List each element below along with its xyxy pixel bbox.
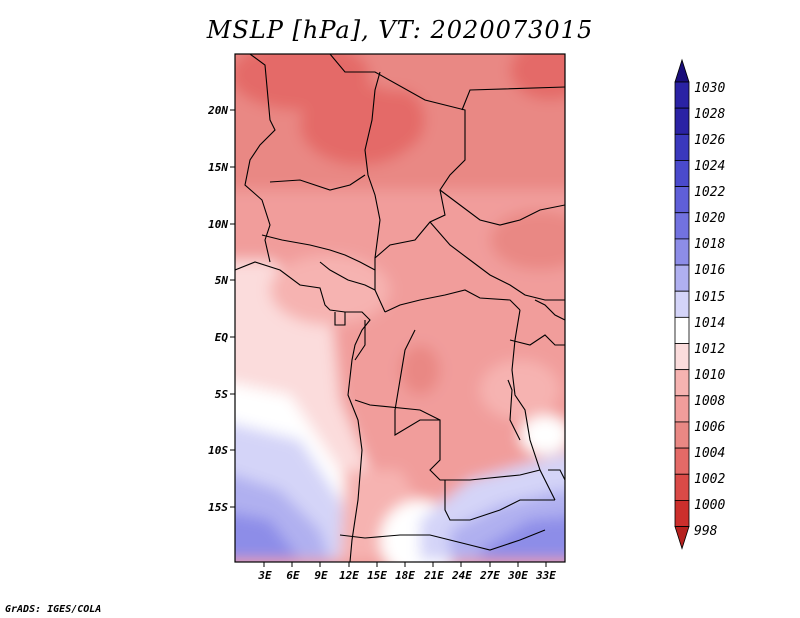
colorbar-segment <box>674 264 690 292</box>
colorbar-segment <box>674 81 690 109</box>
lon-label: 30E <box>507 569 528 582</box>
colorbar-segment <box>674 473 690 501</box>
colorbar-label: 1024 <box>694 159 725 174</box>
colorbar-segment <box>674 160 690 187</box>
footer-credit: GrADS: IGES/COLA <box>5 604 102 615</box>
lon-label: 12E <box>339 569 359 582</box>
lat-label: 10N <box>208 218 228 231</box>
lat-label: 5N <box>215 274 229 287</box>
colorbar <box>674 58 690 550</box>
country-borders <box>235 54 565 562</box>
colorbar-label: 998 <box>694 524 718 539</box>
colorbar-label: 1022 <box>694 185 725 200</box>
colorbar-label: 1028 <box>694 107 725 122</box>
colorbar-label: 1015 <box>694 290 725 305</box>
colorbar-segment <box>674 395 690 423</box>
colorbar-labels: 1030 1028 1026 1024 1022 1020 1018 1016 … <box>694 81 725 539</box>
colorbar-top-arrow <box>674 58 690 83</box>
lat-label: 15S <box>208 501 228 514</box>
lat-label: 20N <box>207 104 228 117</box>
colorbar-segment <box>674 133 690 161</box>
colorbar-segment <box>674 238 690 266</box>
pressure-field <box>235 54 565 562</box>
lon-label: 15E <box>367 569 387 582</box>
colorbar-segment <box>674 421 690 449</box>
colorbar-segment <box>674 316 690 344</box>
lon-label: 24E <box>451 569 472 582</box>
colorbar-segment <box>674 447 690 475</box>
colorbar-label: 1016 <box>694 263 725 278</box>
colorbar-segment <box>674 499 690 527</box>
lat-label: EQ <box>215 331 229 344</box>
colorbar-label: 1004 <box>694 446 725 461</box>
colorbar-label: 1020 <box>694 211 725 226</box>
colorbar-segment <box>674 343 690 371</box>
map-frame <box>234 53 566 563</box>
lon-label: 21E <box>423 569 444 582</box>
lon-label: 27E <box>479 569 500 582</box>
colorbar-label: 1002 <box>694 472 725 487</box>
colorbar-segment <box>674 186 690 214</box>
colorbar-label: 1006 <box>694 420 725 435</box>
colorbar-segment <box>674 290 690 318</box>
colorbar-label: 1008 <box>694 394 725 409</box>
lon-label: 3E <box>257 569 272 582</box>
colorbar-segment <box>674 369 690 397</box>
colorbar-label: 1018 <box>694 237 725 252</box>
colorbar-label: 1010 <box>694 368 725 383</box>
longitude-axis <box>263 562 547 567</box>
colorbar-label: 1014 <box>694 316 725 331</box>
lon-label: 33E <box>535 569 556 582</box>
colorbar-bottom-arrow <box>674 526 690 550</box>
colorbar-label: 1030 <box>694 81 725 96</box>
lon-label: 9E <box>314 569 328 582</box>
lat-label: 10S <box>208 444 228 457</box>
colorbar-label: 1012 <box>694 342 725 357</box>
lat-label: 15N <box>208 161 228 174</box>
lon-label: 18E <box>395 569 415 582</box>
colorbar-segment <box>674 212 690 240</box>
colorbar-label: 1000 <box>694 498 725 513</box>
latitude-axis <box>230 109 235 508</box>
colorbar-label: 1026 <box>694 133 725 148</box>
colorbar-segment <box>674 107 690 135</box>
lat-label: 5S <box>215 388 229 401</box>
map-title: MSLP [hPa], VT: 2020073015 <box>206 16 594 44</box>
lon-label: 6E <box>286 569 300 582</box>
